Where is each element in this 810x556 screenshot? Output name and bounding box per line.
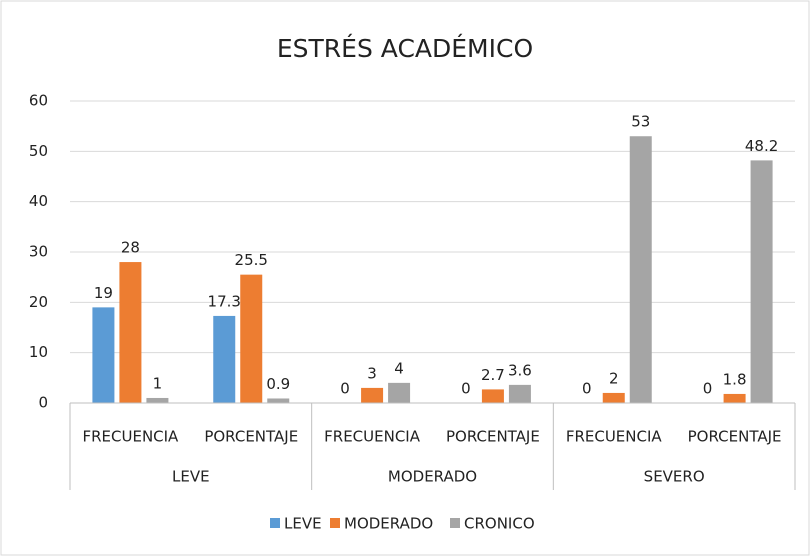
y-tick-label: 10 <box>29 343 48 361</box>
x-tick-label: FRECUENCIA <box>82 428 179 446</box>
data-label: 2 <box>609 369 619 387</box>
bar <box>629 136 652 403</box>
bar <box>723 393 746 403</box>
legend-label: CRONICO <box>464 515 535 533</box>
data-label: 1 <box>153 374 163 392</box>
bar <box>146 397 169 403</box>
data-label: 25.5 <box>235 251 268 269</box>
data-label: 0 <box>703 380 713 398</box>
x-tick-label: FRECUENCIA <box>324 428 421 446</box>
y-tick-label: 0 <box>38 394 48 412</box>
data-label: 19 <box>94 284 113 302</box>
legend-swatch <box>330 518 340 528</box>
data-label: 28 <box>121 239 140 257</box>
bar <box>119 262 142 403</box>
bar <box>240 274 263 403</box>
bar <box>92 307 115 403</box>
data-label: 0 <box>340 380 350 398</box>
y-tick-label: 40 <box>29 192 48 210</box>
group-label: MODERADO <box>388 468 477 486</box>
group-label: LEVE <box>172 468 210 486</box>
legend-label: MODERADO <box>344 515 433 533</box>
data-label: 1.8 <box>723 370 747 388</box>
chart-title: ESTRÉS ACADÉMICO <box>277 34 533 63</box>
data-label: 2.7 <box>481 366 505 384</box>
y-tick-label: 20 <box>29 293 48 311</box>
bar <box>481 389 504 403</box>
data-label: 0.9 <box>266 375 290 393</box>
bar <box>213 315 236 403</box>
y-tick-label: 30 <box>29 243 48 261</box>
y-tick-label: 60 <box>29 92 48 110</box>
data-label: 17.3 <box>208 292 241 310</box>
bar <box>602 392 625 403</box>
data-label: 0 <box>461 380 471 398</box>
x-tick-label: PORCENTAJE <box>446 428 540 446</box>
bar <box>361 387 384 403</box>
legend-swatch <box>450 518 460 528</box>
x-tick-label: PORCENTAJE <box>204 428 298 446</box>
y-tick-label: 50 <box>29 142 48 160</box>
x-tick-label: PORCENTAJE <box>688 428 782 446</box>
x-tick-label: FRECUENCIA <box>566 428 663 446</box>
data-label: 3 <box>367 364 377 382</box>
data-label: 4 <box>394 359 404 377</box>
legend-label: LEVE <box>284 515 322 533</box>
data-label: 3.6 <box>508 361 532 379</box>
bar <box>750 160 773 403</box>
legend-swatch <box>270 518 280 528</box>
bar <box>388 382 411 403</box>
data-label: 0 <box>582 380 592 398</box>
data-label: 48.2 <box>745 137 778 155</box>
group-label: SEVERO <box>644 468 705 486</box>
bar <box>267 398 290 403</box>
data-label: 53 <box>631 113 650 131</box>
bar <box>508 384 531 403</box>
